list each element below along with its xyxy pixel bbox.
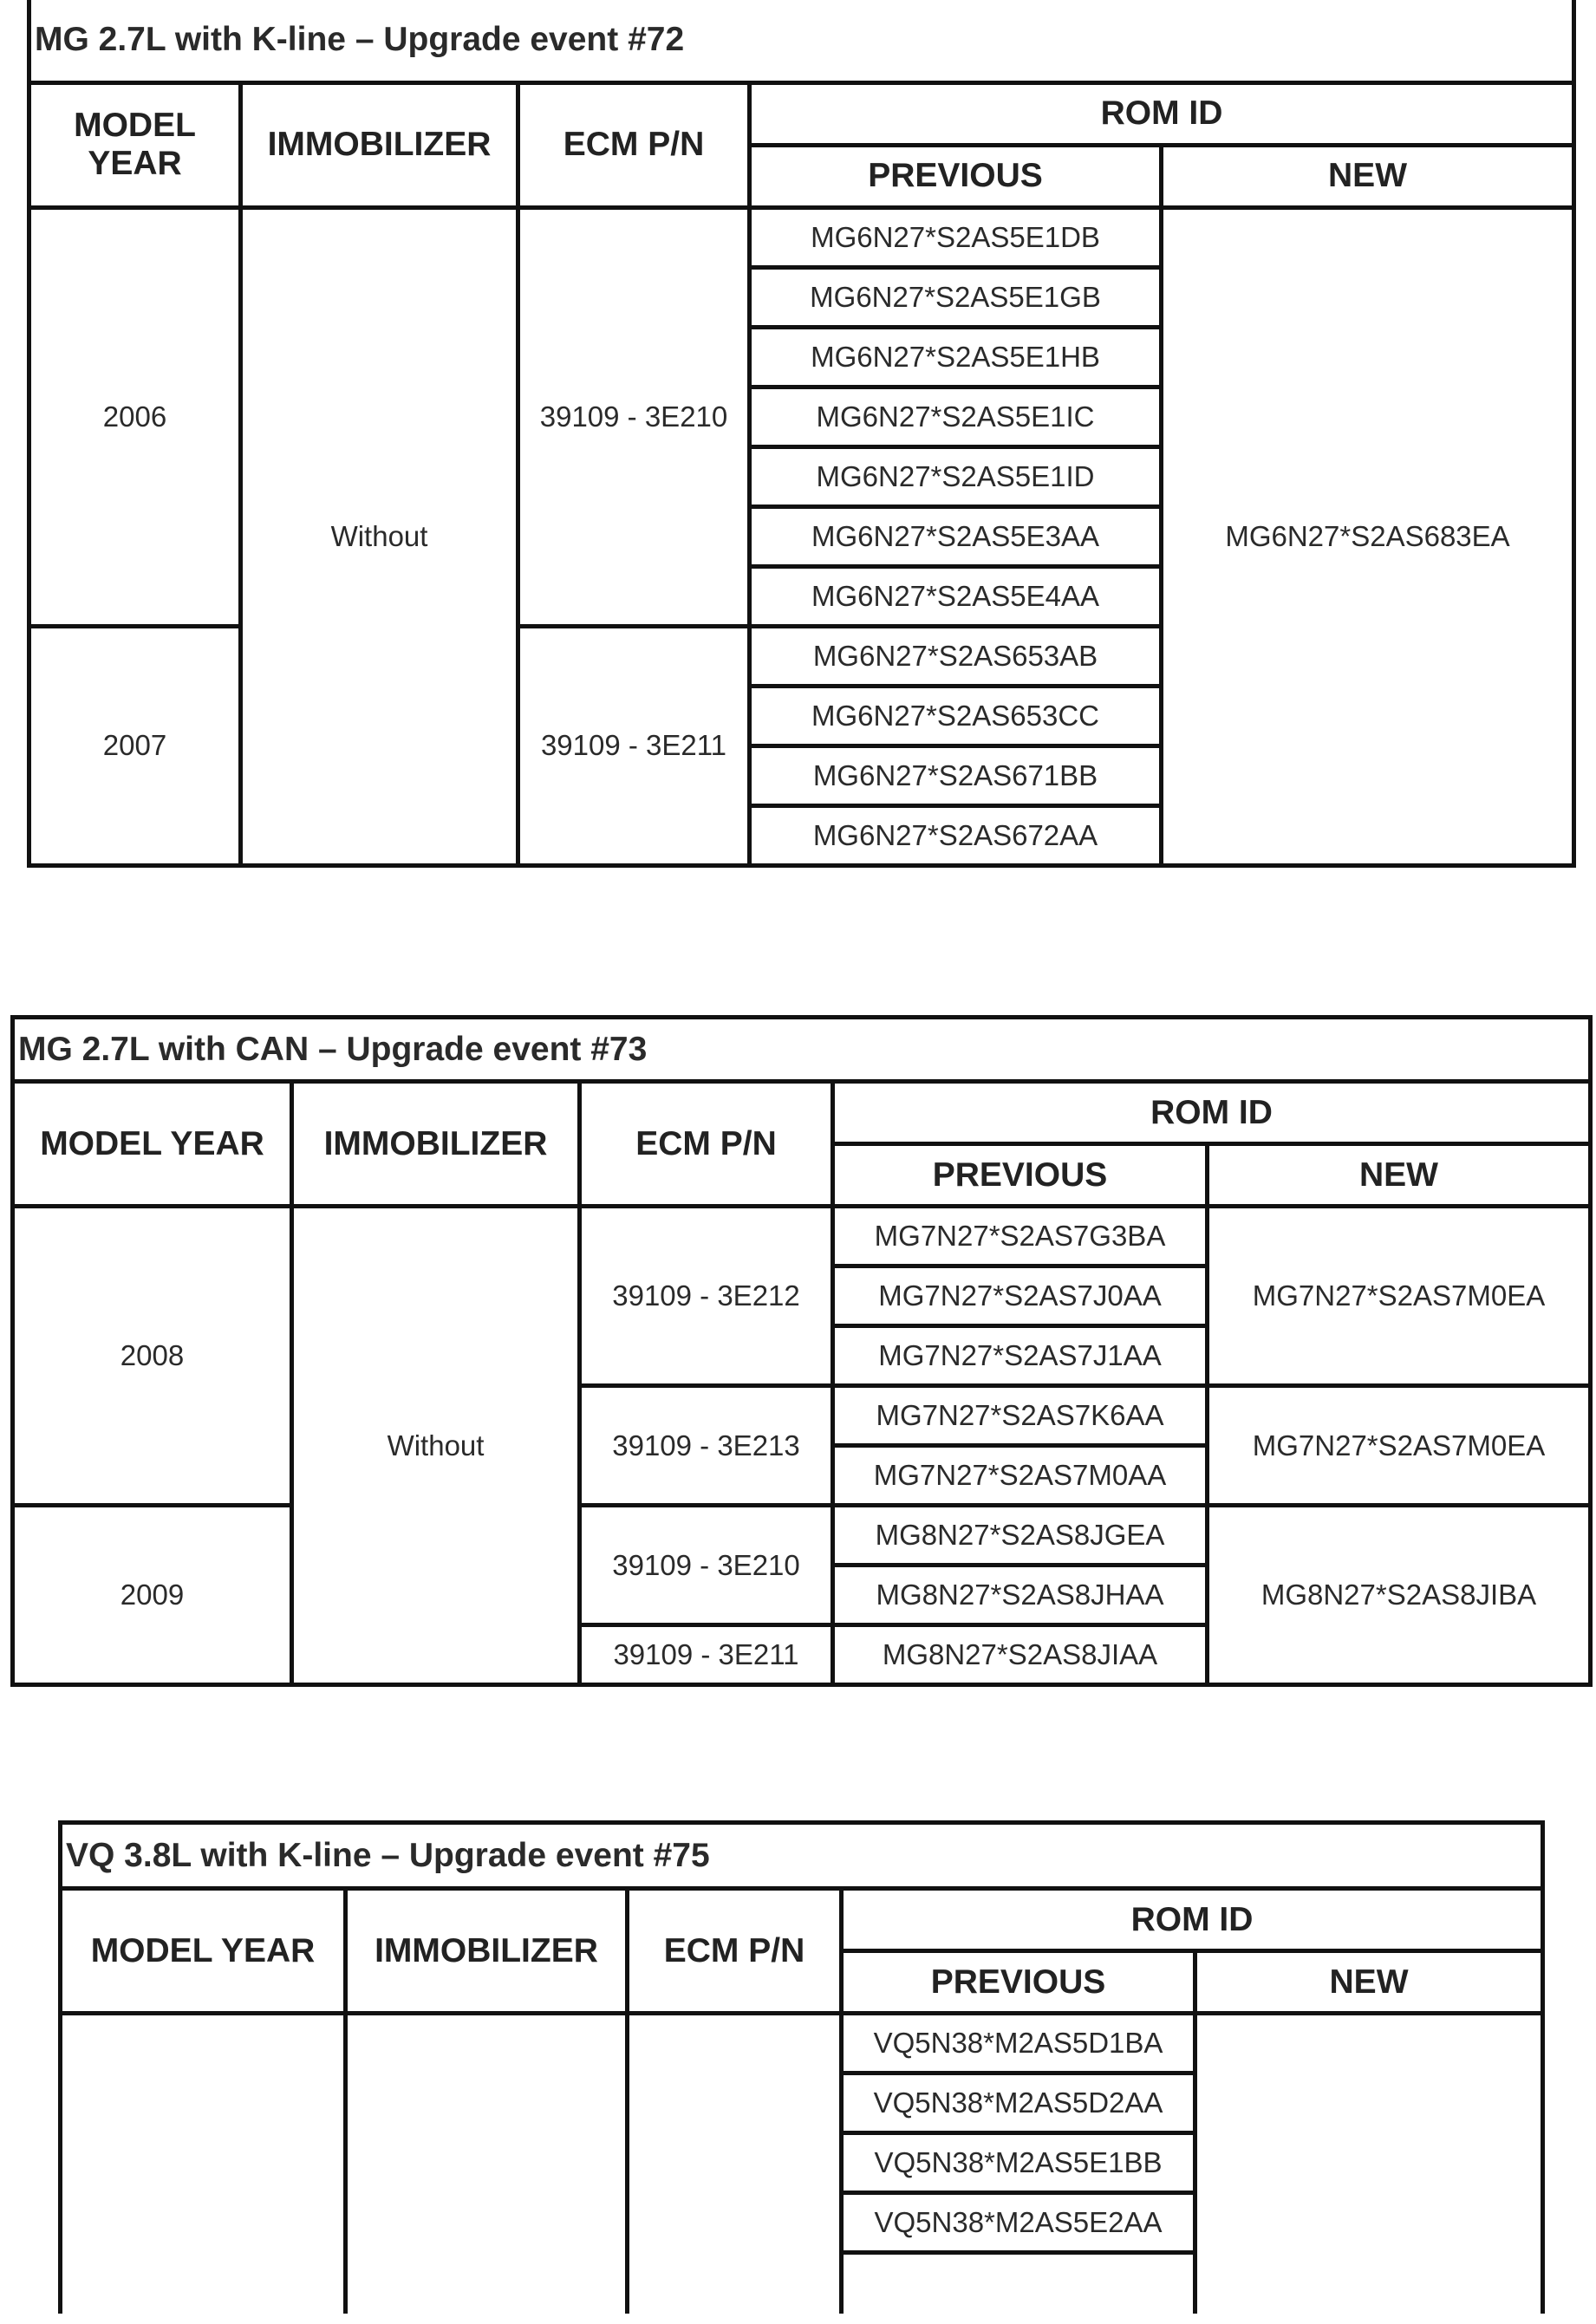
previous-rom-id: MG6N27*S2AS5E1ID: [747, 444, 1163, 509]
upgrade-event-72-table: MG 2.7L with K-line – Upgrade event #72 …: [26, 0, 1577, 868]
previous-rom-id-empty: [839, 2250, 1197, 2314]
new-rom-id: MG7N27*S2AS7M0EA: [1204, 1204, 1593, 1388]
header-model-year: MODEL YEAR: [58, 1886, 348, 2015]
header-model-year: MODEL YEAR: [27, 80, 243, 210]
model-year-cell: [58, 2011, 348, 2314]
previous-rom-id: VQ5N38*M2AS5D1BA: [839, 2011, 1197, 2075]
model-year-cell: 2006: [27, 205, 243, 628]
previous-rom-id: MG8N27*S2AS8JHAA: [831, 1563, 1209, 1627]
model-year-cell: 2009: [10, 1503, 294, 1687]
header-new: NEW: [1192, 1949, 1546, 2015]
immobilizer-cell: Without: [290, 1204, 582, 1687]
header-new: NEW: [1204, 1142, 1593, 1208]
previous-rom-id: MG6N27*S2AS5E1DB: [747, 205, 1163, 270]
previous-rom-id: MG7N27*S2AS7M0AA: [831, 1443, 1209, 1507]
previous-rom-id: VQ5N38*M2AS5E2AA: [839, 2191, 1197, 2255]
previous-rom-id: MG7N27*S2AS7J1AA: [831, 1324, 1209, 1388]
previous-rom-id: MG6N27*S2AS653AB: [747, 623, 1163, 688]
ecm-pn-cell: [625, 2011, 844, 2314]
previous-rom-id: MG7N27*S2AS7J0AA: [831, 1264, 1209, 1328]
previous-rom-id: VQ5N38*M2AS5D2AA: [839, 2071, 1197, 2135]
header-ecm-pn: ECM P/N: [577, 1079, 835, 1208]
model-year-cell: 2008: [10, 1204, 294, 1507]
previous-rom-id: MG8N27*S2AS8JGEA: [831, 1503, 1209, 1567]
header-immobilizer: IMMOBILIZER: [238, 80, 520, 210]
table-title: MG 2.7L with K-line – Upgrade event #72: [26, 0, 1577, 85]
header-ecm-pn: ECM P/N: [516, 80, 752, 210]
ecm-pn-cell: 39109 - 3E212: [577, 1204, 835, 1388]
ecm-pn-cell: 39109 - 3E213: [577, 1383, 835, 1507]
header-immobilizer: IMMOBILIZER: [290, 1079, 582, 1208]
previous-rom-id: MG6N27*S2AS5E3AA: [747, 504, 1163, 569]
table-title: MG 2.7L with CAN – Upgrade event #73: [10, 1015, 1593, 1084]
immobilizer-cell: [343, 2011, 629, 2314]
previous-rom-id: MG7N27*S2AS7K6AA: [831, 1383, 1209, 1448]
header-rom-id: ROM ID: [746, 80, 1577, 147]
ecm-pn-cell: 39109 - 3E210: [577, 1503, 835, 1627]
header-previous: PREVIOUS: [831, 1142, 1209, 1208]
previous-rom-id: MG6N27*S2AS5E1HB: [747, 324, 1163, 389]
header-previous: PREVIOUS: [747, 142, 1163, 210]
previous-rom-id: MG6N27*S2AS5E1GB: [747, 264, 1163, 329]
header-immobilizer: IMMOBILIZER: [343, 1886, 629, 2015]
previous-rom-id: MG6N27*S2AS5E1IC: [747, 384, 1163, 449]
ecm-pn-cell: 39109 - 3E210: [516, 205, 752, 628]
previous-rom-id: MG6N27*S2AS5E4AA: [747, 563, 1163, 628]
ecm-pn-cell: 39109 - 3E211: [577, 1623, 835, 1687]
new-rom-id: MG7N27*S2AS7M0EA: [1204, 1383, 1593, 1507]
header-rom-id: ROM ID: [830, 1079, 1593, 1146]
upgrade-event-75-table: VQ 3.8L with K-line – Upgrade event #75 …: [57, 1820, 1546, 2314]
header-previous: PREVIOUS: [839, 1949, 1197, 2015]
header-rom-id: ROM ID: [838, 1886, 1546, 1953]
previous-rom-id: VQ5N38*M2AS5E1BB: [839, 2131, 1197, 2195]
previous-rom-id: MG6N27*S2AS671BB: [747, 743, 1163, 808]
ecm-pn-cell: 39109 - 3E211: [516, 623, 752, 868]
header-new: NEW: [1158, 142, 1577, 210]
previous-rom-id: MG7N27*S2AS7G3BA: [831, 1204, 1209, 1268]
header-ecm-pn: ECM P/N: [625, 1886, 844, 2015]
new-rom-id: MG8N27*S2AS8JIBA: [1204, 1503, 1593, 1687]
new-rom-id: [1192, 2011, 1546, 2314]
upgrade-event-73-table: MG 2.7L with CAN – Upgrade event #73 MOD…: [10, 1015, 1593, 1687]
immobilizer-cell: Without: [238, 205, 520, 868]
table-title: VQ 3.8L with K-line – Upgrade event #75: [57, 1820, 1546, 1891]
previous-rom-id: MG6N27*S2AS653CC: [747, 683, 1163, 748]
previous-rom-id: MG8N27*S2AS8JIAA: [831, 1623, 1209, 1687]
header-model-year: MODEL YEAR: [10, 1079, 294, 1208]
previous-rom-id: MG6N27*S2AS672AA: [747, 803, 1163, 868]
model-year-cell: 2007: [27, 623, 243, 868]
new-rom-id: MG6N27*S2AS683EA: [1158, 205, 1577, 868]
